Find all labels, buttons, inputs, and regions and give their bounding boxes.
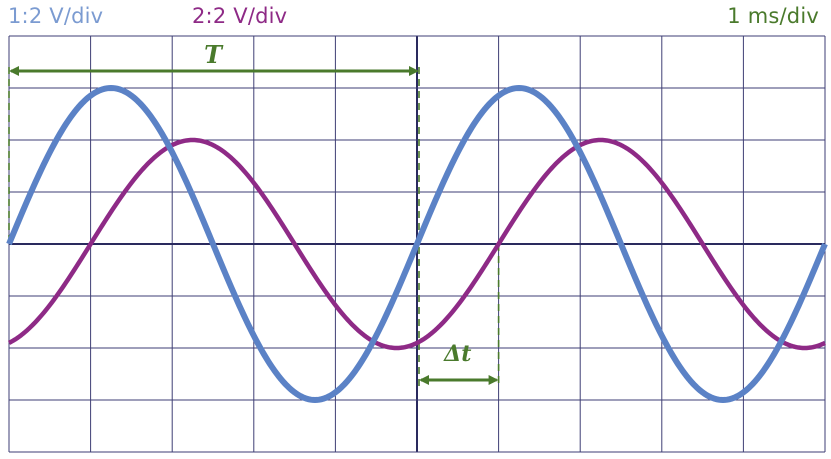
channel-2-scale-label: 2:2 V/div bbox=[192, 4, 288, 28]
timebase-label: 1 ms/div bbox=[727, 4, 819, 28]
period-label: T bbox=[204, 40, 224, 69]
channel-1-scale-label: 1:2 V/div bbox=[8, 4, 104, 28]
measurement-markers: T Δt bbox=[8, 40, 500, 388]
delta-t-label: Δt bbox=[443, 341, 471, 367]
channel-2-waveform bbox=[7, 137, 826, 351]
channel-1-waveform bbox=[6, 85, 828, 403]
